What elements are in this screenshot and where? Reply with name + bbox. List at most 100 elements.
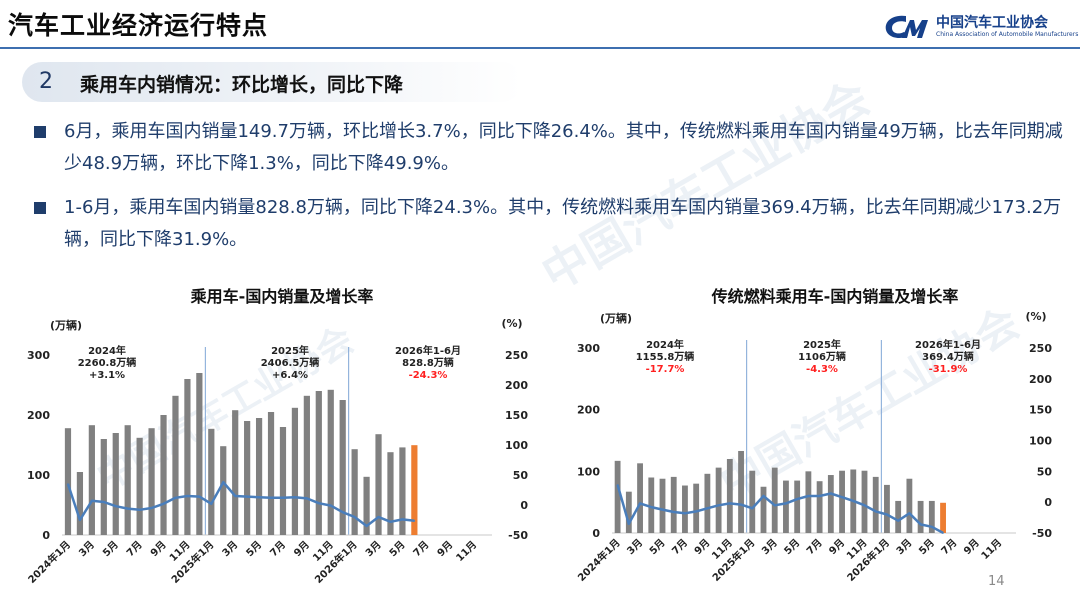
growth-rate-point bbox=[341, 511, 344, 513]
sales-bar bbox=[783, 480, 789, 533]
growth-rate-point bbox=[841, 496, 843, 499]
x-tick-label: 2024年1月 bbox=[575, 536, 623, 584]
bullet-square-icon bbox=[34, 202, 46, 214]
sales-bar bbox=[827, 475, 834, 533]
bullet-square-icon bbox=[34, 126, 46, 138]
annotation-text: -24.3% bbox=[409, 370, 448, 381]
chart-title: 乘用车-国内销量及增长率 bbox=[190, 287, 374, 306]
annotation-text: 2024年 bbox=[646, 338, 684, 351]
header: 汽车工业经济运行特点 中国汽车工业协会 China Association of… bbox=[0, 0, 1080, 46]
x-tick-label: 5月 bbox=[916, 537, 936, 557]
sales-bar bbox=[255, 418, 263, 535]
growth-rate-point bbox=[886, 513, 888, 516]
x-tick-label: 9月 bbox=[435, 539, 455, 559]
sales-bar bbox=[363, 476, 370, 535]
sales-bar bbox=[160, 415, 167, 535]
growth-rate-point bbox=[919, 523, 922, 526]
annotation-text: 2260.8万辆 bbox=[78, 356, 137, 369]
annotation-text: 2406.5万辆 bbox=[261, 356, 320, 369]
growth-rate-point bbox=[79, 519, 81, 521]
x-tick-label: 9月 bbox=[148, 539, 168, 559]
sales-bar bbox=[88, 425, 95, 535]
y2-tick-label: 100 bbox=[505, 439, 528, 452]
x-tick-label: 7月 bbox=[411, 539, 431, 559]
growth-rate-point bbox=[639, 502, 641, 505]
sales-bar bbox=[670, 476, 677, 533]
growth-rate-point bbox=[672, 511, 675, 513]
y-tick-label: 100 bbox=[27, 469, 50, 482]
sales-bar bbox=[291, 407, 299, 535]
growth-rate-line bbox=[66, 480, 415, 528]
sales-bar bbox=[399, 447, 406, 535]
y2-tick-label: 50 bbox=[1037, 465, 1053, 478]
sales-bar bbox=[749, 470, 756, 533]
x-tick-label: 7月 bbox=[124, 539, 144, 559]
sales-bar bbox=[208, 428, 215, 535]
annotation-text: 2026年1-6月 bbox=[915, 338, 981, 351]
growth-rate-point bbox=[717, 504, 720, 507]
growth-rate-point bbox=[740, 503, 742, 506]
growth-rate-line bbox=[616, 484, 944, 534]
sales-bar bbox=[232, 410, 239, 535]
sales-bar bbox=[872, 476, 879, 533]
growth-rate-point bbox=[807, 495, 810, 497]
bullet-item: 1-6月，乘用车国内销量828.8万辆，同比下降24.3%。其中，传统燃料乘用车… bbox=[34, 192, 1064, 258]
growth-rate-point bbox=[616, 484, 619, 486]
sales-bar bbox=[220, 446, 227, 535]
sales-bar bbox=[196, 373, 203, 535]
sales-bar bbox=[614, 460, 621, 533]
y2-tick-label: 200 bbox=[505, 379, 528, 392]
x-tick-label: 3月 bbox=[363, 539, 383, 559]
title-divider bbox=[0, 47, 1080, 49]
growth-rate-point bbox=[942, 532, 944, 534]
growth-rate-point bbox=[294, 496, 296, 498]
sales-bar bbox=[100, 439, 107, 535]
sales-bar bbox=[726, 459, 733, 533]
growth-rate-point bbox=[684, 512, 686, 515]
logo-name: 中国汽车工业协会 bbox=[936, 15, 1048, 31]
growth-rate-point bbox=[365, 525, 368, 527]
watermark-text: 中国汽车工业协会 bbox=[532, 70, 879, 301]
x-tick-label: 3月 bbox=[220, 539, 240, 559]
growth-rate-point bbox=[852, 500, 855, 502]
growth-rate-point bbox=[628, 522, 630, 525]
sales-bar bbox=[648, 477, 655, 533]
growth-rate-point bbox=[174, 497, 177, 499]
passenger-car-sales-chart: 乘用车-国内销量及增长率 (万辆) (%) 0 100 200 300 -50 0 50 100 15… bbox=[25, 287, 528, 586]
section-number: 2 bbox=[39, 69, 53, 94]
annotation-text: 1155.8万辆 bbox=[636, 350, 695, 363]
sales-bar bbox=[895, 500, 902, 533]
x-tick-label: 3月 bbox=[894, 537, 914, 557]
y2-tick-label: 0 bbox=[520, 499, 528, 512]
x-tick-label: 11月 bbox=[454, 539, 479, 564]
growth-rate-point bbox=[830, 492, 832, 495]
growth-rate-point bbox=[389, 521, 392, 523]
growth-rate-point bbox=[931, 526, 933, 528]
sales-bar bbox=[315, 391, 322, 535]
y2-axis-label: (%) bbox=[1025, 310, 1046, 323]
sales-bar bbox=[267, 412, 275, 535]
x-tick-label: 5月 bbox=[100, 539, 120, 559]
annotation-text: 2025年 bbox=[271, 344, 309, 357]
x-tick-label: 7月 bbox=[670, 537, 690, 557]
growth-rate-point bbox=[114, 505, 117, 507]
annotation-text: -31.9% bbox=[929, 364, 968, 375]
growth-rate-point bbox=[729, 502, 731, 505]
growth-rate-point bbox=[91, 500, 93, 502]
sales-bar bbox=[387, 452, 394, 535]
section-banner bbox=[22, 62, 522, 102]
sales-bar bbox=[112, 433, 119, 535]
y2-tick-label: -50 bbox=[1032, 527, 1052, 540]
growth-rate-point bbox=[138, 509, 141, 511]
y-tick-label: 300 bbox=[577, 342, 600, 355]
y2-tick-label: 250 bbox=[1029, 342, 1052, 355]
highlight-bar bbox=[940, 502, 946, 533]
annotation-text: -4.3% bbox=[806, 364, 838, 375]
growth-rate-point bbox=[650, 506, 653, 508]
growth-rate-point bbox=[818, 495, 821, 497]
growth-rate-point bbox=[222, 481, 225, 483]
growth-rate-point bbox=[329, 504, 332, 507]
growth-rate-point bbox=[150, 507, 153, 509]
sales-bar bbox=[928, 500, 935, 533]
sales-bar bbox=[279, 427, 287, 535]
